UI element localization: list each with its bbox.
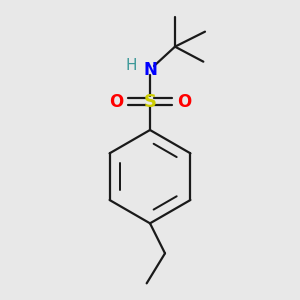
- Text: H: H: [126, 58, 137, 74]
- Text: O: O: [177, 93, 191, 111]
- Text: N: N: [143, 61, 157, 79]
- Text: S: S: [143, 93, 157, 111]
- Text: O: O: [109, 93, 123, 111]
